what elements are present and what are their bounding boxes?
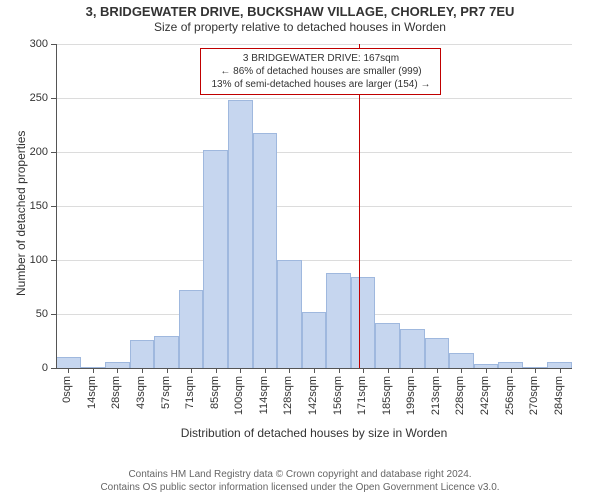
x-tick-label: 14sqm	[86, 376, 98, 409]
x-tick-label: 71sqm	[184, 376, 196, 409]
histogram-bar	[425, 338, 450, 368]
footer: Contains HM Land Registry data © Crown c…	[0, 464, 600, 500]
y-tick-label: 0	[4, 362, 48, 374]
x-axis-line	[56, 368, 572, 369]
x-tick-label: 256sqm	[504, 376, 516, 415]
histogram-bar	[351, 277, 376, 368]
grid-line	[56, 206, 572, 207]
histogram-bar	[179, 290, 204, 368]
x-tick-label: 100sqm	[233, 376, 245, 415]
x-tick-label: 228sqm	[454, 376, 466, 415]
x-tick-label: 43sqm	[135, 376, 147, 409]
x-tick-label: 57sqm	[160, 376, 172, 409]
page-title: 3, BRIDGEWATER DRIVE, BUCKSHAW VILLAGE, …	[0, 0, 600, 20]
x-tick-label: 0sqm	[61, 376, 73, 403]
x-tick-label: 28sqm	[110, 376, 122, 409]
histogram-bar	[449, 353, 474, 368]
callout-line-3: 13% of semi-detached houses are larger (…	[211, 78, 430, 91]
page-subtitle: Size of property relative to detached ho…	[0, 20, 600, 35]
histogram-bar	[130, 340, 155, 368]
histogram-bar	[326, 273, 351, 368]
histogram-bar	[56, 357, 81, 368]
x-tick-label: 85sqm	[209, 376, 221, 409]
histogram-bar	[375, 323, 400, 368]
x-tick-label: 185sqm	[381, 376, 393, 415]
x-tick-label: 270sqm	[528, 376, 540, 415]
x-tick-label: 171sqm	[356, 376, 368, 415]
x-tick-label: 128sqm	[282, 376, 294, 415]
y-tick-label: 50	[4, 308, 48, 320]
histogram-bar	[277, 260, 302, 368]
x-tick-label: 114sqm	[258, 376, 270, 414]
x-tick-label: 156sqm	[332, 376, 344, 415]
histogram-bar	[302, 312, 327, 368]
x-tick-label: 242sqm	[479, 376, 491, 415]
grid-line	[56, 98, 572, 99]
callout-box: 3 BRIDGEWATER DRIVE: 167sqm ← 86% of det…	[200, 48, 441, 95]
grid-line	[56, 152, 572, 153]
y-axis-title: Number of detached properties	[14, 131, 28, 296]
x-tick-label: 213sqm	[430, 376, 442, 415]
histogram-bar	[400, 329, 425, 368]
y-axis-line	[56, 44, 57, 368]
x-tick-label: 142sqm	[307, 376, 319, 415]
footer-line-2: Contains OS public sector information li…	[0, 481, 600, 494]
x-tick-label: 284sqm	[553, 376, 565, 415]
grid-line	[56, 44, 572, 45]
callout-line-1: 3 BRIDGEWATER DRIVE: 167sqm	[211, 52, 430, 65]
footer-line-1: Contains HM Land Registry data © Crown c…	[0, 468, 600, 481]
histogram-bar	[154, 336, 179, 368]
y-tick-label: 300	[4, 38, 48, 50]
histogram-bar	[228, 100, 253, 368]
x-axis-title: Distribution of detached houses by size …	[56, 426, 572, 440]
callout-line-2: ← 86% of detached houses are smaller (99…	[211, 65, 430, 78]
histogram-bar	[203, 150, 228, 368]
histogram-bar	[253, 133, 278, 368]
y-tick-label: 250	[4, 92, 48, 104]
x-tick-label: 199sqm	[405, 376, 417, 415]
grid-line	[56, 260, 572, 261]
